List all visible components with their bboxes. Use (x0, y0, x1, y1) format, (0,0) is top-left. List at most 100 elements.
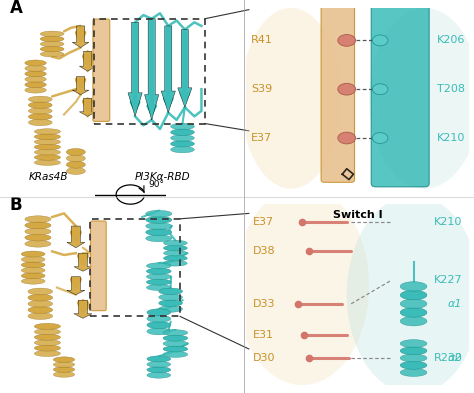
Ellipse shape (159, 288, 182, 295)
Ellipse shape (21, 257, 45, 263)
Bar (94, 19, 205, 123)
Ellipse shape (28, 119, 52, 126)
FancyBboxPatch shape (371, 4, 429, 187)
Ellipse shape (66, 161, 85, 168)
Ellipse shape (28, 114, 52, 120)
Ellipse shape (34, 139, 61, 145)
Ellipse shape (163, 351, 188, 357)
Ellipse shape (34, 154, 61, 160)
Ellipse shape (40, 41, 64, 47)
FancyBboxPatch shape (321, 5, 355, 182)
Ellipse shape (25, 222, 51, 229)
Ellipse shape (346, 195, 474, 393)
Polygon shape (67, 277, 85, 295)
Ellipse shape (28, 300, 53, 307)
Ellipse shape (235, 186, 369, 385)
Ellipse shape (400, 361, 427, 369)
Ellipse shape (159, 294, 182, 301)
Ellipse shape (21, 267, 45, 273)
Ellipse shape (34, 323, 61, 329)
Ellipse shape (171, 123, 194, 130)
Ellipse shape (400, 347, 427, 355)
Ellipse shape (171, 129, 194, 136)
Ellipse shape (34, 329, 61, 335)
Ellipse shape (146, 210, 172, 217)
Ellipse shape (241, 8, 341, 189)
Ellipse shape (171, 135, 194, 141)
Ellipse shape (400, 282, 427, 291)
Polygon shape (145, 19, 159, 120)
Ellipse shape (147, 372, 171, 378)
Ellipse shape (54, 367, 75, 372)
Ellipse shape (21, 262, 45, 268)
Polygon shape (161, 26, 175, 113)
Text: R230: R230 (434, 353, 463, 363)
Ellipse shape (34, 134, 61, 140)
Bar (90, 219, 180, 316)
Ellipse shape (164, 240, 187, 246)
Ellipse shape (163, 330, 188, 336)
Ellipse shape (147, 367, 171, 373)
Ellipse shape (34, 149, 61, 155)
Text: D33: D33 (253, 299, 276, 309)
Ellipse shape (400, 340, 427, 347)
Polygon shape (67, 226, 85, 248)
Ellipse shape (25, 82, 46, 88)
Ellipse shape (54, 372, 75, 377)
Text: B: B (9, 196, 22, 214)
Text: α2: α2 (448, 353, 463, 363)
Ellipse shape (147, 356, 171, 362)
Text: K227: K227 (434, 275, 463, 285)
Text: PI3Kα-RBD: PI3Kα-RBD (135, 172, 191, 182)
Ellipse shape (159, 300, 182, 306)
Ellipse shape (369, 8, 474, 189)
Ellipse shape (28, 102, 52, 108)
Text: T208: T208 (437, 84, 465, 94)
Ellipse shape (338, 83, 356, 95)
Ellipse shape (28, 294, 53, 301)
Ellipse shape (400, 308, 427, 317)
Ellipse shape (146, 268, 171, 274)
Text: K206: K206 (437, 35, 465, 46)
Ellipse shape (40, 46, 64, 52)
Ellipse shape (66, 155, 85, 162)
Text: R41: R41 (251, 35, 273, 46)
Ellipse shape (147, 309, 171, 316)
Polygon shape (178, 29, 192, 107)
Ellipse shape (163, 341, 188, 347)
Ellipse shape (28, 307, 53, 313)
Ellipse shape (147, 328, 171, 335)
Ellipse shape (66, 149, 85, 156)
Ellipse shape (400, 299, 427, 309)
Ellipse shape (146, 279, 171, 285)
Ellipse shape (338, 132, 356, 144)
Ellipse shape (25, 76, 46, 82)
Ellipse shape (21, 273, 45, 279)
Ellipse shape (164, 261, 187, 266)
Ellipse shape (164, 250, 187, 256)
Ellipse shape (21, 251, 45, 257)
Polygon shape (128, 22, 142, 116)
Ellipse shape (21, 278, 45, 284)
Polygon shape (74, 253, 92, 271)
Ellipse shape (34, 160, 61, 165)
Ellipse shape (146, 274, 171, 280)
Ellipse shape (164, 245, 187, 251)
Text: E37: E37 (251, 133, 272, 143)
Ellipse shape (40, 31, 64, 37)
Ellipse shape (54, 357, 75, 362)
Polygon shape (79, 98, 96, 116)
Ellipse shape (146, 263, 171, 269)
Polygon shape (79, 51, 96, 71)
Ellipse shape (40, 36, 64, 42)
Text: A: A (9, 0, 22, 17)
FancyBboxPatch shape (93, 19, 109, 121)
Ellipse shape (146, 217, 172, 223)
Ellipse shape (146, 229, 172, 235)
Ellipse shape (28, 108, 52, 114)
Text: E37: E37 (253, 217, 274, 228)
Polygon shape (74, 300, 92, 318)
Ellipse shape (25, 87, 46, 93)
Text: S39: S39 (251, 84, 272, 94)
Ellipse shape (146, 235, 172, 242)
